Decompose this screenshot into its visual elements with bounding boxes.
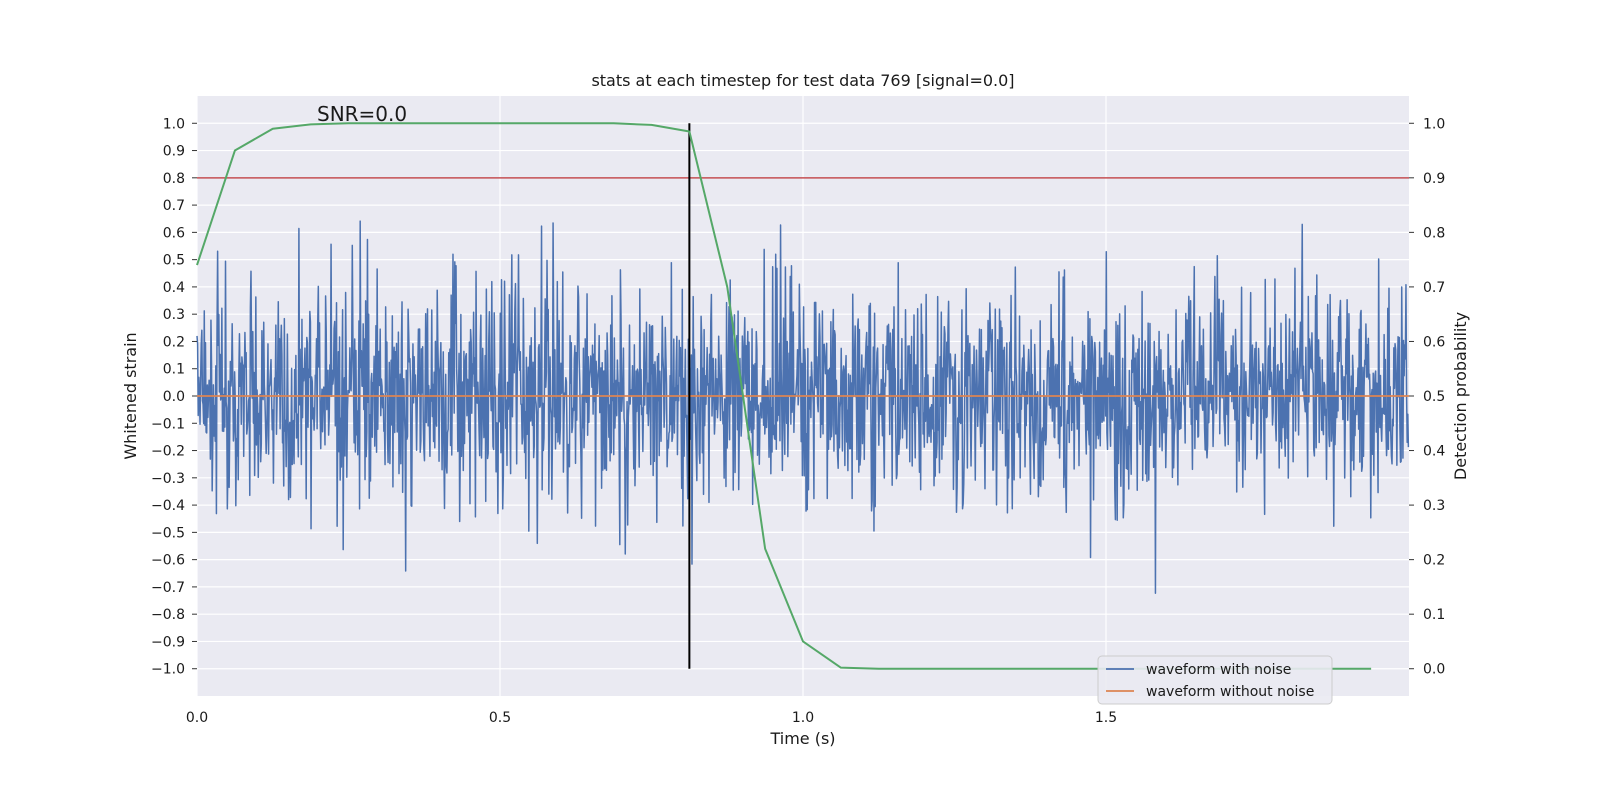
y-tick-label-2: −0.8: [151, 607, 185, 623]
y-axis-left: −1.0 −0.9 −0.8 −0.7 −0.6 −0.5 −0.4 −0.3 −0.2 −0.1…: [151, 116, 197, 678]
legend-label-0: waveform with noise: [1146, 662, 1291, 678]
y2-tick-label-10: 1.0: [1423, 116, 1445, 132]
waveform-with-noise-line: [196, 220, 1410, 595]
y2-tick-label-4: 0.4: [1423, 444, 1445, 460]
legend-label-1: waveform without noise: [1146, 684, 1314, 700]
y2-tick-label-1: 0.1: [1423, 607, 1445, 623]
y-axis-label: Whitened strain: [121, 332, 140, 459]
y-tick-label-19: 0.9: [163, 144, 185, 160]
legend-box: [1097, 655, 1333, 705]
y-tick-label-6: −0.4: [151, 498, 185, 514]
y-tick-label-18: 0.8: [163, 171, 185, 187]
y2-tick-label-6: 0.6: [1423, 334, 1445, 350]
y-tick-label-9: −0.1: [151, 416, 185, 432]
x-tick-label-0: 0.0: [186, 710, 208, 726]
waveform-with-noise-layer: [196, 220, 1410, 595]
x-axis-label: Time (s): [769, 729, 835, 748]
y-tick-label-14: 0.4: [163, 280, 185, 296]
y-tick-label-4: −0.6: [151, 553, 185, 569]
y-tick-label-1: −0.9: [151, 634, 185, 650]
y-tick-label-3: −0.7: [151, 580, 185, 596]
x-tick-label-1: 0.5: [489, 710, 511, 726]
y-tick-label-13: 0.3: [163, 307, 185, 323]
x-axis: 0.0 0.5 1.0 1.5: [186, 710, 1117, 726]
legend: waveform with noise waveform without nois…: [1097, 655, 1333, 705]
y2-tick-label-7: 0.7: [1423, 280, 1445, 296]
y-tick-label-0: −1.0: [151, 662, 185, 678]
y-tick-label-11: 0.1: [163, 362, 185, 378]
y-tick-label-5: −0.5: [151, 525, 185, 541]
snr-annotation: SNR=0.0: [317, 102, 407, 126]
y2-tick-label-0: 0.0: [1423, 662, 1445, 678]
y-tick-label-12: 0.2: [163, 334, 185, 350]
y2-tick-label-2: 0.2: [1423, 553, 1445, 569]
y-tick-label-8: −0.2: [151, 444, 185, 460]
y2-tick-label-8: 0.8: [1423, 225, 1445, 241]
y-tick-label-20: 1.0: [163, 116, 185, 132]
chart-title: stats at each timestep for test data 769…: [591, 71, 1014, 90]
x-tick-label-2: 1.0: [792, 710, 814, 726]
y2-tick-label-9: 0.9: [1423, 171, 1445, 187]
y2-axis-label: Detection probability: [1451, 312, 1470, 480]
y-axis-right: 0.0 0.1 0.2 0.3 0.4 0.5 0.6 0.7 0.8 0.9 1.0: [1409, 116, 1445, 678]
y2-tick-label-5: 0.5: [1423, 389, 1445, 405]
y-tick-label-7: −0.3: [151, 471, 185, 487]
y-tick-label-17: 0.7: [163, 198, 185, 214]
y-tick-label-15: 0.5: [163, 253, 185, 269]
y-tick-label-16: 0.6: [163, 225, 185, 241]
y-tick-label-10: 0.0: [163, 389, 185, 405]
y2-tick-label-3: 0.3: [1423, 498, 1445, 514]
x-tick-label-3: 1.5: [1095, 710, 1117, 726]
